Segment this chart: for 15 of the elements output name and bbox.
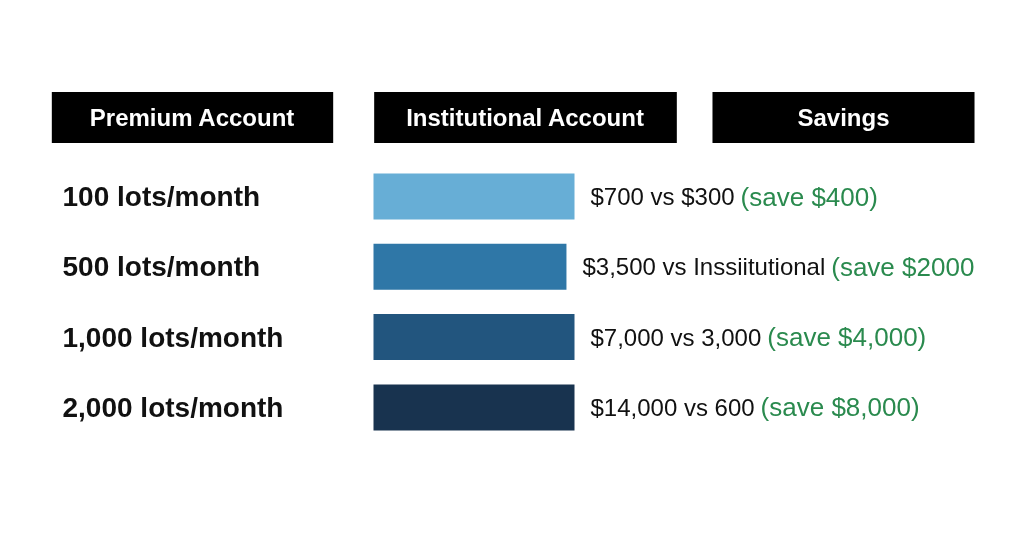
y-tick-label: 2,000 lots/month	[62, 391, 284, 423]
text: $700 vs $300	[590, 183, 735, 210]
y-tick-label: 1,000 lots/month	[62, 321, 284, 353]
text: $14,000 vs 600	[590, 393, 755, 421]
text: Institutional Account	[406, 104, 644, 131]
text: Savings	[797, 104, 890, 131]
text: (save $2000	[831, 251, 975, 282]
text: $7,000 vs 3,000	[590, 323, 762, 351]
text: Premium Account	[89, 104, 295, 131]
y-tick-label: 500 lots/month	[62, 251, 261, 283]
y-tick-label: 100 lots/month	[62, 181, 261, 212]
text: (save $4,000)	[767, 322, 927, 353]
text: $3,500 vs Inssiitutional	[582, 253, 826, 281]
text: (save $400)	[740, 181, 878, 212]
text: (save $8,000)	[760, 392, 920, 423]
